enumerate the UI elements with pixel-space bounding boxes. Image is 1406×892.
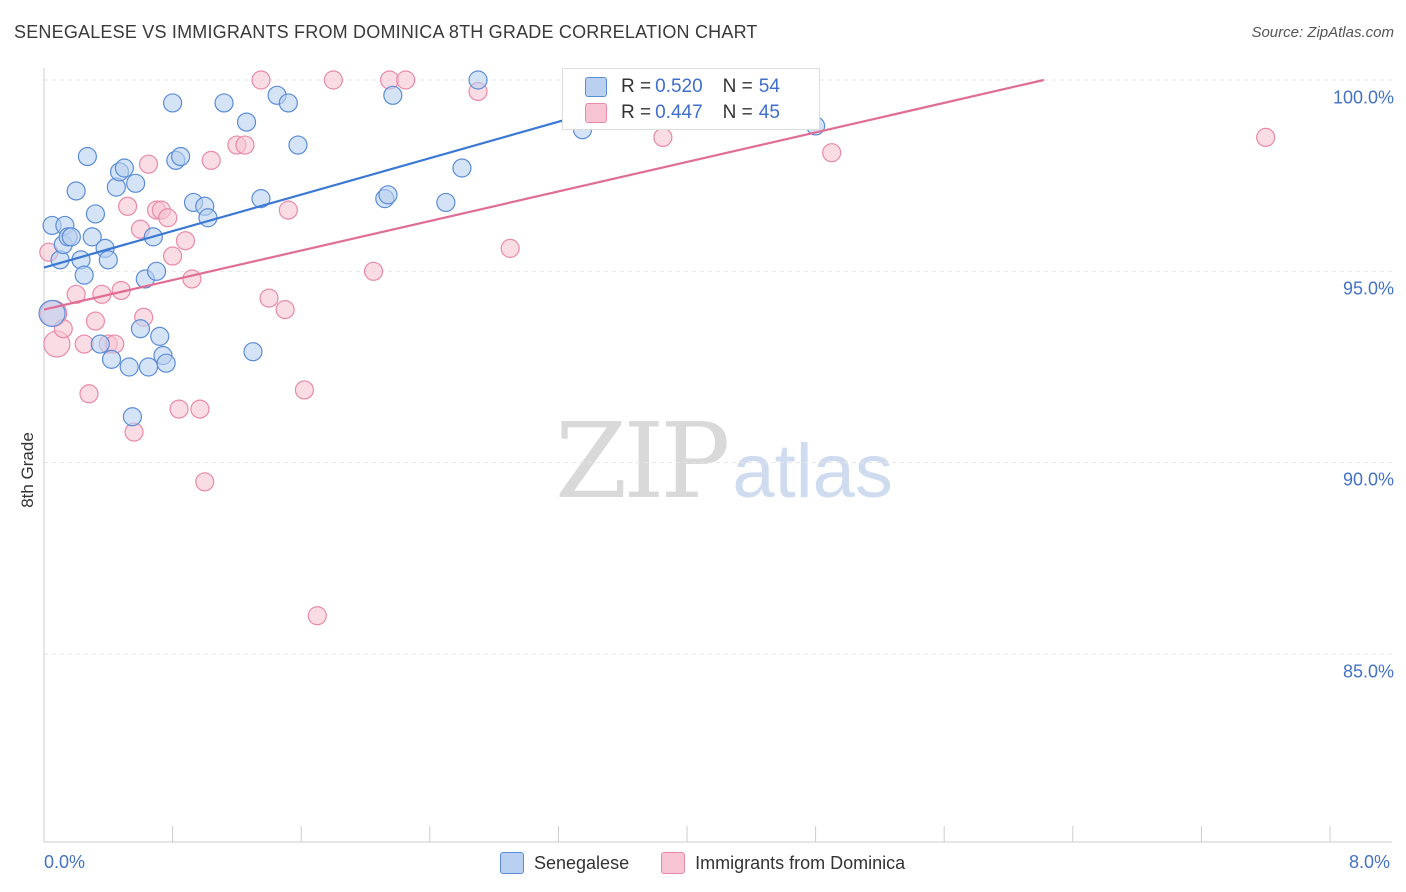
point-senegalese: [85, 204, 106, 224]
point-senegalese: [278, 93, 298, 113]
legend-row-dominica: R = 0.447 N = 45: [585, 101, 780, 125]
point-senegalese: [119, 357, 139, 377]
point-senegalese: [236, 112, 257, 132]
point-dominica: [74, 334, 94, 354]
point-senegalese: [38, 299, 66, 328]
legend-r-value: 0.520: [655, 76, 703, 97]
legend-n-value: 54: [758, 76, 780, 97]
point-dominica: [158, 208, 178, 228]
legend-item-label: Immigrants from Dominica: [695, 852, 906, 873]
point-senegalese: [74, 265, 94, 285]
watermark-zip: ZIP: [555, 400, 730, 522]
point-dominica: [251, 70, 271, 90]
point-dominica: [201, 150, 221, 170]
point-dominica: [307, 606, 327, 626]
point-senegalese: [61, 227, 81, 247]
point-dominica: [363, 261, 384, 281]
point-dominica: [323, 70, 343, 90]
point-senegalese: [198, 208, 218, 228]
point-dominica: [79, 384, 99, 404]
legend-item-senegalese[interactable]: Senegalese: [500, 852, 629, 874]
point-senegalese: [150, 326, 170, 346]
legend-swatch-blue: [500, 852, 524, 874]
point-dominica: [175, 231, 196, 251]
point-senegalese: [378, 185, 398, 205]
point-dominica: [182, 269, 202, 289]
legend-n-label: N =: [722, 76, 753, 97]
point-dominica: [138, 154, 159, 174]
point-senegalese: [171, 146, 191, 167]
point-dominica: [259, 288, 279, 308]
point-senegalese: [468, 70, 488, 90]
y-tick-label-100: 100.0%: [1332, 87, 1394, 108]
legend-r-value: 0.447: [655, 102, 703, 123]
point-senegalese: [77, 146, 98, 167]
point-dominica: [396, 70, 416, 90]
point-dominica: [1256, 127, 1276, 147]
point-dominica: [190, 399, 210, 419]
point-senegalese: [82, 227, 102, 247]
trendline-dominica: [43, 78, 1045, 311]
legend-r-label: R =: [621, 76, 652, 97]
point-senegalese: [214, 93, 234, 113]
legend-n-label: N =: [722, 102, 753, 123]
legend-r-label: R =: [621, 102, 652, 123]
watermark-atlas: atlas: [732, 429, 893, 514]
point-senegalese: [163, 93, 183, 113]
point-senegalese: [114, 158, 134, 178]
point-senegalese: [436, 192, 456, 213]
point-dominica: [163, 246, 183, 266]
point-dominica: [85, 311, 106, 331]
legend-swatch-pink: [661, 852, 686, 874]
legend-swatch-pink: [585, 103, 607, 123]
legend-item-dominica[interactable]: Immigrants from Dominica: [661, 852, 905, 874]
point-dominica: [278, 200, 298, 220]
legend-item-label: Senegalese: [534, 852, 630, 873]
point-dominica: [275, 300, 295, 320]
point-dominica: [117, 196, 138, 216]
series-legend: Senegalese Immigrants from Dominica: [500, 852, 937, 874]
point-dominica: [294, 380, 315, 400]
y-tick-label-85: 85.0%: [1342, 661, 1394, 682]
source-credit: Source: ZipAtlas.com: [1251, 24, 1394, 41]
point-senegalese: [251, 189, 271, 209]
point-senegalese: [383, 85, 403, 105]
y-tick-label-95: 95.0%: [1342, 278, 1394, 299]
x-tick-label-max: 8.0%: [1349, 852, 1391, 872]
legend-n-value: 45: [758, 102, 780, 123]
point-senegalese: [101, 349, 122, 369]
point-dominica: [169, 399, 189, 419]
point-senegalese: [130, 319, 151, 339]
point-senegalese: [146, 261, 167, 281]
point-dominica: [235, 135, 255, 155]
point-senegalese: [243, 342, 263, 362]
point-senegalese: [138, 357, 159, 377]
point-senegalese: [66, 181, 86, 201]
x-tick-label-min: 0.0%: [44, 852, 86, 872]
point-senegalese: [98, 250, 118, 270]
point-senegalese: [288, 135, 308, 155]
point-senegalese: [452, 158, 472, 178]
point-dominica: [653, 127, 673, 147]
point-senegalese: [90, 334, 110, 354]
chart-title: SENEGALESE VS IMMIGRANTS FROM DOMINICA 8…: [14, 22, 758, 42]
point-senegalese: [156, 353, 176, 373]
point-senegalese: [126, 173, 146, 193]
legend-row-senegalese: R = 0.520 N = 54: [585, 75, 780, 99]
correlation-legend: R = 0.520 N = 54 R = 0.447 N = 45: [562, 68, 820, 130]
point-senegalese: [122, 407, 143, 427]
point-dominica: [822, 143, 842, 163]
legend-swatch-blue: [585, 77, 607, 97]
watermark: ZIPatlas: [555, 400, 893, 522]
point-dominica: [195, 472, 215, 492]
point-dominica: [500, 238, 520, 258]
y-tick-label-90: 90.0%: [1342, 469, 1394, 490]
